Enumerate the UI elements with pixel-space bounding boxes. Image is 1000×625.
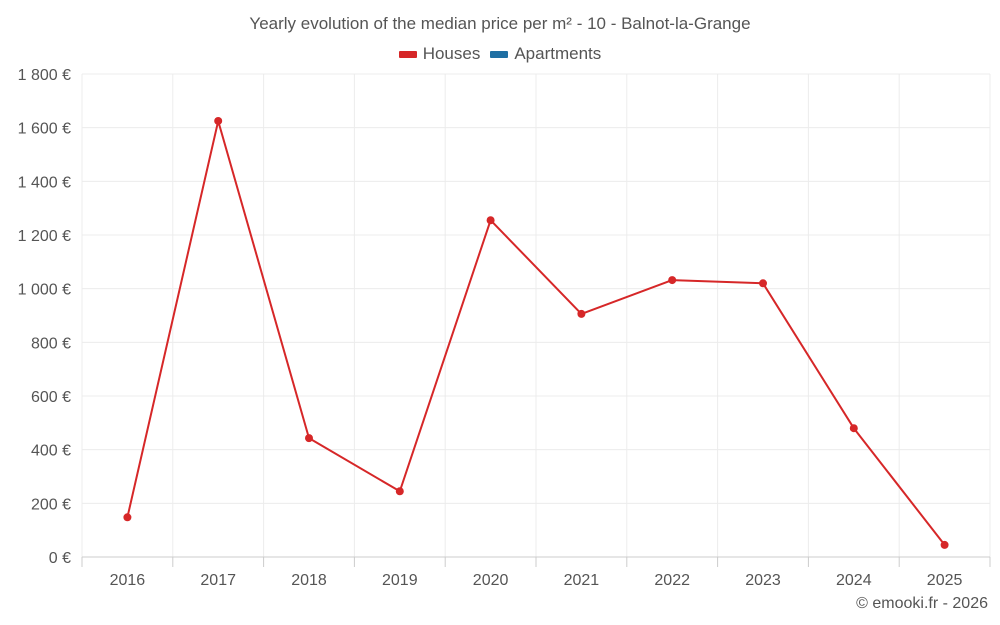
data-point-houses (759, 279, 767, 288)
grid (81, 73, 991, 557)
y-tick-label: 400 € (31, 443, 71, 460)
y-tick-label: 200 € (31, 496, 71, 513)
y-tick-label: 800 € (31, 335, 71, 352)
x-tick-label: 2024 (836, 572, 872, 589)
x-tick-label: 2023 (745, 572, 781, 589)
x-tick-label: 2016 (110, 572, 146, 589)
data-point-houses (123, 513, 132, 522)
legend-swatch-apartments (490, 50, 509, 58)
data-point-houses (940, 540, 949, 549)
series (123, 116, 949, 549)
data-point-houses (214, 116, 223, 125)
data-point-houses (577, 309, 586, 318)
x-tick-label: 2025 (927, 572, 963, 589)
x-tick-label: 2019 (382, 572, 418, 589)
legend: Houses Apartments (0, 44, 1000, 64)
x-axis-ticks: 2016 2017 2018 2019 2020 2021 2022 2023 2024 2025 (110, 572, 963, 589)
data-point-houses (395, 487, 404, 496)
legend-item-apartments[interactable]: Apartments (490, 44, 601, 64)
data-point-houses (849, 424, 858, 433)
y-tick-label: 0 € (49, 550, 71, 567)
legend-label-houses: Houses (422, 44, 481, 63)
data-point-houses (486, 216, 495, 225)
x-tick-label: 2017 (200, 572, 236, 589)
x-tick-label: 2018 (291, 572, 327, 589)
y-tick-label: 600 € (31, 389, 71, 406)
y-tick-label: 1 000 € (18, 282, 71, 299)
data-point-houses (668, 276, 677, 285)
y-tick-label: 1 800 € (18, 67, 71, 84)
credit: © emooki.fr - 2026 (856, 595, 988, 612)
y-axis-ticks: 0 € 200 € 400 € 600 € 800 € 1 000 € 1 200 € 1 4… (18, 67, 71, 567)
data-point-houses (305, 434, 313, 443)
x-tick-label: 2020 (473, 572, 509, 589)
legend-swatch-houses (398, 50, 417, 58)
x-tick-label: 2021 (564, 572, 600, 589)
x-tick-label: 2022 (654, 572, 690, 589)
legend-label-apartments: Apartments (514, 44, 602, 63)
y-tick-label: 1 600 € (18, 121, 71, 138)
y-tick-label: 1 200 € (18, 228, 71, 245)
series-line-houses (126, 120, 946, 546)
axes (81, 556, 991, 567)
chart-title: Yearly evolution of the median price per… (249, 14, 751, 33)
legend-item-houses[interactable]: Houses (398, 44, 481, 64)
y-tick-label: 1 400 € (18, 174, 71, 191)
